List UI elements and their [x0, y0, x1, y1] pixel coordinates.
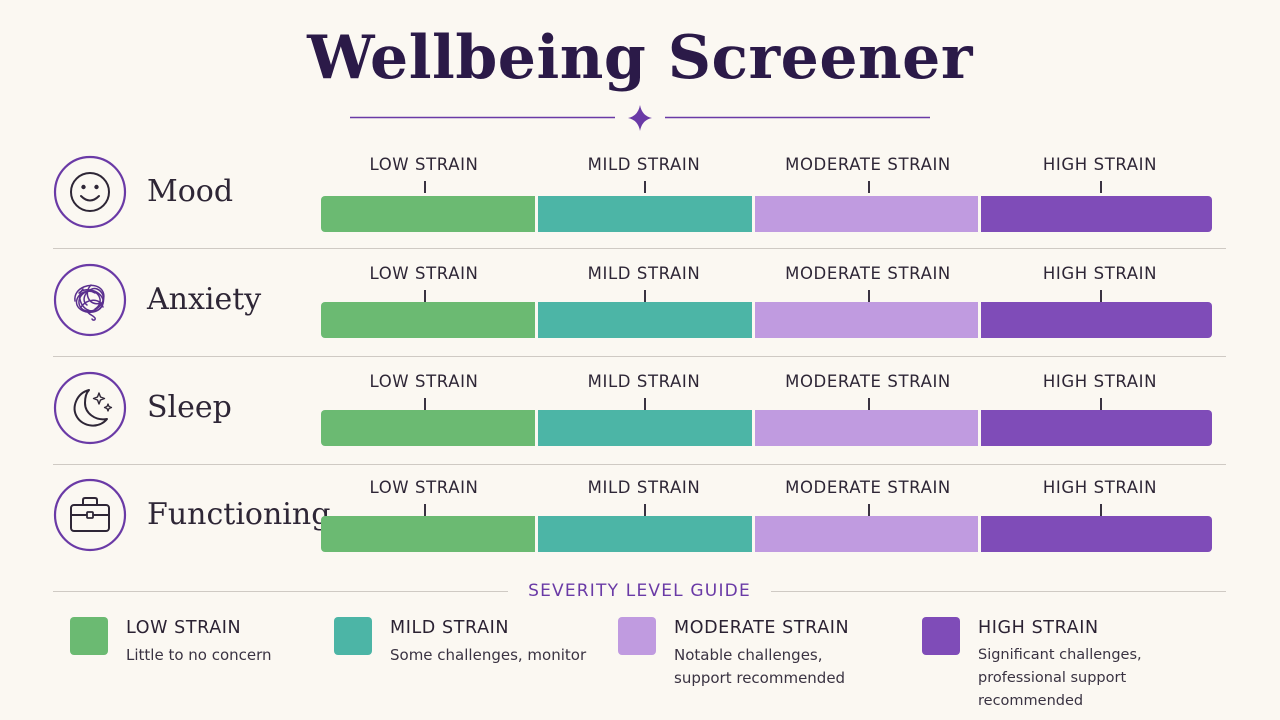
row-label-sleep: Sleep [147, 390, 232, 425]
level-label-mild: MILD STRAIN [587, 155, 701, 174]
segment-moderate [755, 302, 978, 338]
level-label-high: HIGH STRAIN [1042, 478, 1158, 497]
legend-desc-moderate: Notable challenges, support recommended [674, 646, 846, 687]
tick-mild [644, 290, 646, 302]
guide-rule-left [53, 591, 508, 592]
level-label-moderate: MODERATE STRAIN [785, 478, 951, 497]
tick-mild [644, 398, 646, 410]
segment-high [981, 196, 1212, 232]
level-label-high: HIGH STRAIN [1042, 155, 1158, 174]
tick-high [1100, 398, 1102, 410]
tick-moderate [868, 398, 870, 410]
tangled-scribble-icon [53, 263, 127, 337]
level-label-low: LOW STRAIN [369, 155, 479, 174]
level-label-high: HIGH STRAIN [1042, 264, 1158, 283]
legend-swatch-moderate [618, 617, 656, 655]
row-divider [53, 248, 1226, 249]
tick-mild [644, 504, 646, 516]
tick-high [1100, 181, 1102, 193]
segment-high [981, 302, 1212, 338]
guide-rule-right [771, 591, 1226, 592]
tick-low [424, 181, 426, 193]
legend-name-mild: MILD STRAIN [390, 618, 510, 638]
legend-name-moderate: MODERATE STRAIN [674, 618, 850, 638]
level-label-low: LOW STRAIN [369, 264, 479, 283]
level-label-mild: MILD STRAIN [587, 372, 701, 391]
legend-name-low: LOW STRAIN [126, 618, 242, 638]
tick-moderate [868, 290, 870, 302]
strain-bar [321, 516, 1212, 552]
legend-desc-high: Significant challenges, professional sup… [978, 647, 1142, 709]
briefcase-icon [53, 478, 127, 552]
tick-low [424, 398, 426, 410]
segment-moderate [755, 410, 978, 446]
legend-desc-mild: Some challenges, monitor [390, 646, 587, 664]
level-label-mild: MILD STRAIN [587, 478, 701, 497]
legend-desc-low: Little to no concern [126, 646, 272, 664]
row-label-mood: Mood [147, 174, 234, 209]
legend-swatch-low [70, 617, 108, 655]
legend-swatch-mild [334, 617, 372, 655]
segment-moderate [755, 516, 978, 552]
level-label-moderate: MODERATE STRAIN [785, 372, 951, 391]
segment-mild [538, 410, 752, 446]
severity-guide-header: SEVERITY LEVEL GUIDE [53, 579, 1226, 603]
tick-high [1100, 290, 1102, 302]
segment-mild [538, 516, 752, 552]
segment-low [321, 302, 535, 338]
tick-mild [644, 181, 646, 193]
moon-stars-icon [53, 371, 127, 445]
tick-moderate [868, 504, 870, 516]
legend-swatch-high [922, 617, 960, 655]
segment-moderate [755, 196, 978, 232]
tick-low [424, 290, 426, 302]
strain-bar [321, 410, 1212, 446]
tick-high [1100, 504, 1102, 516]
severity-guide-title: SEVERITY LEVEL GUIDE [528, 581, 751, 601]
row-label-functioning: Functioning [147, 497, 331, 532]
segment-high [981, 410, 1212, 446]
level-label-low: LOW STRAIN [369, 478, 479, 497]
segment-mild [538, 196, 752, 232]
strain-bar [321, 302, 1212, 338]
title-ornament [350, 105, 930, 131]
segment-low [321, 516, 535, 552]
level-label-moderate: MODERATE STRAIN [785, 264, 951, 283]
sparkle-icon [628, 105, 652, 131]
segment-mild [538, 302, 752, 338]
level-label-moderate: MODERATE STRAIN [785, 155, 951, 174]
level-label-mild: MILD STRAIN [587, 264, 701, 283]
row-divider [53, 356, 1226, 357]
level-label-low: LOW STRAIN [369, 372, 479, 391]
segment-high [981, 516, 1212, 552]
page-title: Wellbeing Screener [307, 23, 973, 93]
segment-low [321, 410, 535, 446]
tick-low [424, 504, 426, 516]
row-divider [53, 464, 1226, 465]
smiley-face-icon [53, 155, 127, 229]
legend-name-high: HIGH STRAIN [978, 618, 1099, 638]
strain-bar [321, 196, 1212, 232]
tick-moderate [868, 181, 870, 193]
segment-low [321, 196, 535, 232]
row-label-anxiety: Anxiety [147, 282, 262, 317]
level-label-high: HIGH STRAIN [1042, 372, 1158, 391]
